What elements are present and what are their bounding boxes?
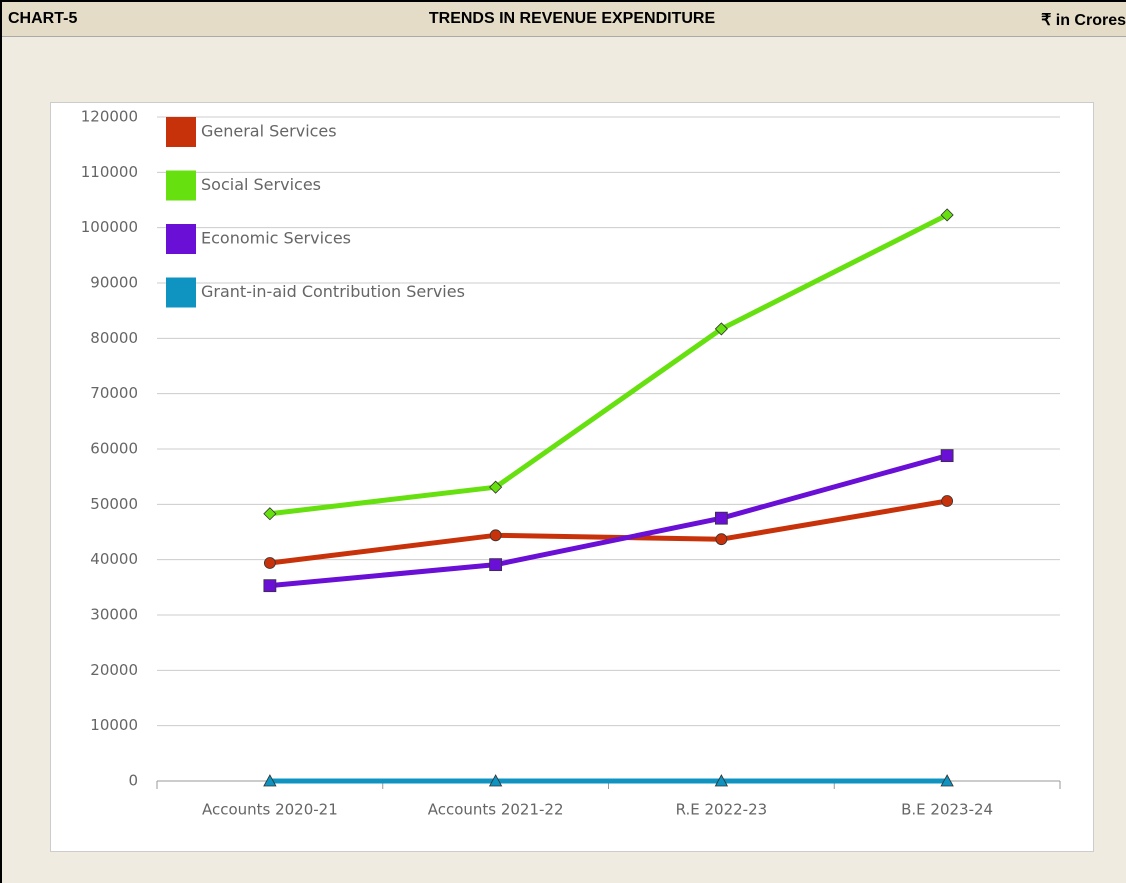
point [940, 449, 954, 463]
legend-label: Social Services [201, 175, 321, 194]
point [940, 774, 954, 787]
point [263, 507, 277, 521]
legend-swatch [166, 224, 196, 254]
x-tick-label: B.E 2023-24 [901, 801, 993, 819]
point [940, 208, 954, 222]
legend-label: General Services [201, 122, 337, 141]
legend-label: Grant-in-aid Contribution Servies [201, 282, 465, 301]
point [714, 774, 729, 787]
point [488, 774, 503, 787]
point [263, 579, 277, 593]
y-tick-label: 30000 [90, 606, 138, 624]
legend-label: Economic Services [201, 229, 351, 248]
y-tick-label: 0 [128, 772, 138, 790]
series-line [269, 212, 949, 517]
y-tick-label: 10000 [90, 716, 138, 734]
x-tick-label: Accounts 2020-21 [202, 801, 338, 819]
point [489, 480, 503, 494]
y-tick-label: 70000 [90, 384, 138, 402]
chart-number: CHART-5 [8, 10, 78, 27]
point [941, 495, 954, 507]
y-tick-label: 100000 [81, 218, 138, 236]
legend-swatch [166, 170, 196, 201]
y-tick-label: 60000 [90, 440, 138, 458]
x-tick-label: Accounts 2021-22 [428, 801, 564, 819]
y-tick-label: 120000 [81, 108, 138, 126]
y-tick-label: 20000 [90, 661, 138, 679]
y-tick-label: 50000 [90, 495, 138, 513]
y-tick-label: 90000 [90, 274, 138, 292]
point [714, 511, 728, 525]
point [715, 533, 728, 546]
chart-title: TRENDS IN REVENUE EXPENDITURE [428, 10, 716, 27]
series-line [269, 453, 948, 589]
point [489, 529, 502, 542]
point [489, 558, 503, 572]
legend-swatch [166, 277, 196, 308]
header-bar: CHART-5 TRENDS IN REVENUE EXPENDITURE ₹ … [2, 2, 1126, 37]
y-tick-label: 110000 [81, 163, 138, 181]
series-line [269, 498, 948, 566]
x-tick-label: R.E 2022-23 [676, 801, 768, 819]
point [263, 774, 277, 787]
y-tick-label: 80000 [90, 329, 138, 347]
unit-label: ₹ in Crores [1041, 12, 1126, 29]
point [714, 322, 728, 336]
y-tick-label: 40000 [90, 550, 138, 568]
legend-swatch [166, 117, 196, 147]
point [263, 557, 276, 569]
